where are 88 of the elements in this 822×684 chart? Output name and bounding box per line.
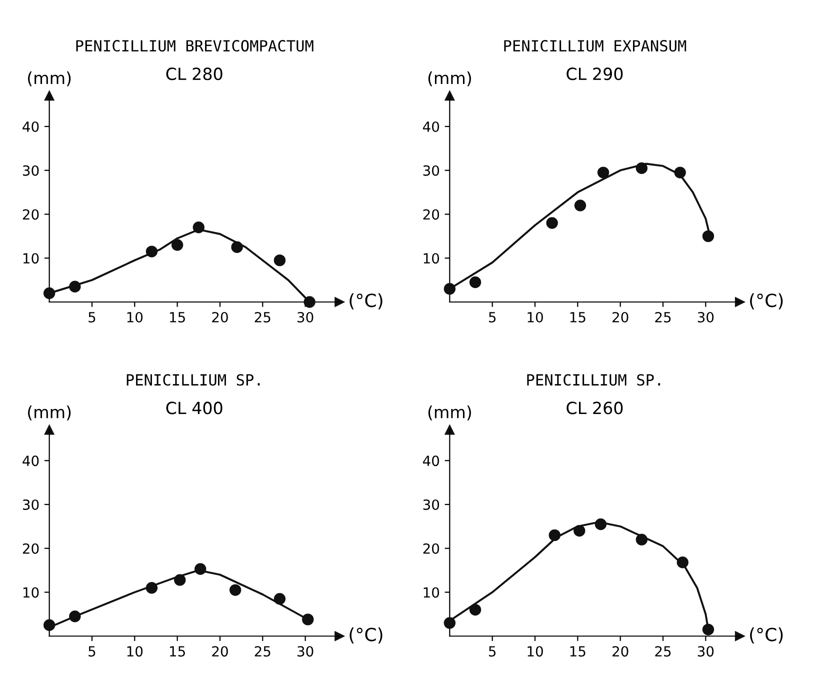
y-axis-title: (mm) <box>428 406 471 420</box>
point <box>444 282 456 295</box>
y-tick-label: 40 <box>422 121 440 132</box>
chart-subtitle: CL 290 <box>566 68 623 80</box>
chart-title: PENICILLIUM SP. <box>527 374 660 386</box>
point <box>574 524 586 537</box>
y-tick-label: 40 <box>22 121 39 132</box>
y-tick-label: 20 <box>423 209 440 220</box>
x-axis-title: (°C) <box>350 627 382 644</box>
x-tick-label: 10 <box>127 312 143 322</box>
point <box>146 246 158 258</box>
x-tick-label: 30 <box>298 646 314 657</box>
point <box>171 239 184 251</box>
point <box>192 222 204 234</box>
point <box>194 563 206 575</box>
x-tick-label: 30 <box>698 646 714 657</box>
y-tick-label: 40 <box>422 456 440 466</box>
chart-subtitle: CL 280 <box>166 68 222 80</box>
y-tick-label: 30 <box>22 165 39 176</box>
y-tick-label: 30 <box>423 499 440 510</box>
point <box>274 254 286 266</box>
point <box>229 584 242 596</box>
point <box>702 230 714 242</box>
y-axis-title: (mm) <box>28 406 71 420</box>
y-tick-label: 30 <box>423 165 440 176</box>
y-tick-label: 20 <box>22 543 39 554</box>
x-tick-label: 10 <box>127 646 143 657</box>
x-tick-label: 5 <box>88 312 96 322</box>
y-tick-label: 10 <box>424 253 440 264</box>
point <box>43 619 56 631</box>
x-axis-title: (°C) <box>750 627 783 644</box>
point <box>594 518 607 530</box>
x-tick-label: 15 <box>570 312 586 322</box>
point <box>674 166 686 178</box>
y-tick-label: 30 <box>22 499 39 510</box>
chart-title: PENICILLIUM EXPANSUM <box>504 40 686 52</box>
point <box>302 614 314 626</box>
x-tick-label: 15 <box>570 646 586 657</box>
x-tick-label: 10 <box>528 312 543 322</box>
chart-subtitle: CL 260 <box>566 402 623 414</box>
x-tick-label: 5 <box>489 646 496 657</box>
point <box>469 276 482 288</box>
point <box>469 604 482 616</box>
x-tick-label: 10 <box>528 646 543 657</box>
x-tick-label: 25 <box>655 312 671 322</box>
y-axis-title: (mm) <box>428 71 471 86</box>
point <box>636 162 648 174</box>
x-tick-label: 20 <box>212 312 228 322</box>
x-tick-label: 25 <box>254 312 270 322</box>
chart-title: PENICILLIUM BREVICOMPACTUM <box>76 40 314 52</box>
y-tick-label: 40 <box>22 456 39 466</box>
point <box>597 166 610 178</box>
x-tick-label: 15 <box>170 312 185 322</box>
x-tick-label: 5 <box>489 312 496 322</box>
point <box>636 534 648 546</box>
x-tick-label: 25 <box>254 646 270 657</box>
y-tick-label: 10 <box>23 253 39 264</box>
x-axis-title: (°C) <box>750 293 783 310</box>
point <box>174 574 186 586</box>
y-tick-label: 10 <box>424 587 440 598</box>
point <box>546 217 558 229</box>
point <box>69 610 81 622</box>
y-tick-label: 10 <box>23 587 39 598</box>
chart-subtitle: CL 400 <box>166 402 222 414</box>
x-tick-label: 20 <box>212 646 228 657</box>
y-axis-title: (mm) <box>28 71 71 86</box>
x-tick-label: 5 <box>88 646 96 657</box>
x-tick-label: 15 <box>170 646 185 657</box>
point <box>444 617 456 629</box>
chart-title: PENICILLIUM SP. <box>126 374 260 386</box>
point <box>43 287 56 300</box>
y-tick-label: 20 <box>22 209 39 220</box>
point <box>702 624 714 636</box>
point <box>574 200 586 212</box>
point <box>676 556 688 568</box>
point <box>69 280 81 292</box>
x-axis-title: (°C) <box>350 293 382 310</box>
x-tick-label: 20 <box>612 312 628 322</box>
x-tick-label: 30 <box>698 312 714 322</box>
point <box>304 296 316 308</box>
point <box>274 592 286 605</box>
point <box>548 529 560 542</box>
x-tick-label: 20 <box>612 646 628 657</box>
x-tick-label: 25 <box>655 646 671 657</box>
x-tick-label: 30 <box>298 312 314 322</box>
y-tick-label: 20 <box>423 543 440 554</box>
point <box>146 582 158 594</box>
point <box>231 241 243 253</box>
